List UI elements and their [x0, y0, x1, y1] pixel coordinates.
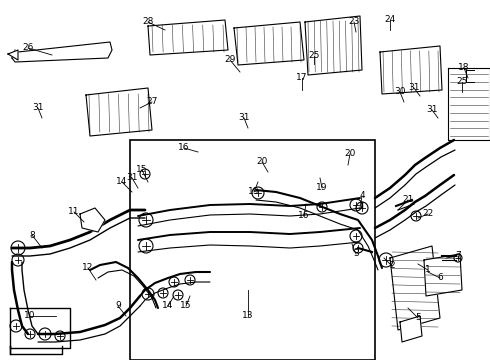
- Text: 27: 27: [147, 98, 158, 107]
- Polygon shape: [86, 88, 152, 136]
- Text: 18: 18: [458, 63, 470, 72]
- Text: 11: 11: [68, 207, 80, 216]
- Text: 15: 15: [180, 302, 192, 310]
- Text: 1: 1: [425, 266, 431, 274]
- Text: 31: 31: [408, 84, 420, 93]
- Text: 26: 26: [23, 44, 34, 53]
- Polygon shape: [8, 50, 18, 60]
- Polygon shape: [148, 20, 228, 55]
- Text: 31: 31: [238, 113, 250, 122]
- Text: 22: 22: [422, 210, 434, 219]
- Polygon shape: [305, 16, 362, 75]
- Text: 15: 15: [136, 166, 148, 175]
- Polygon shape: [12, 42, 112, 62]
- Text: 19: 19: [316, 184, 328, 193]
- Polygon shape: [448, 68, 490, 140]
- Text: 14: 14: [116, 177, 128, 186]
- Text: 3: 3: [353, 249, 359, 258]
- Text: 20: 20: [256, 158, 268, 166]
- Text: 31: 31: [426, 105, 438, 114]
- Text: 16: 16: [178, 144, 190, 153]
- Text: 8: 8: [29, 230, 35, 239]
- Polygon shape: [424, 254, 462, 296]
- Text: 23: 23: [348, 18, 360, 27]
- Text: 19: 19: [248, 188, 260, 197]
- Text: 9: 9: [115, 302, 121, 310]
- Polygon shape: [400, 316, 422, 342]
- Text: 14: 14: [162, 302, 173, 310]
- Text: 31: 31: [32, 104, 44, 112]
- Text: 28: 28: [142, 18, 154, 27]
- Text: 13: 13: [242, 311, 254, 320]
- Polygon shape: [234, 22, 304, 65]
- Text: 10: 10: [24, 311, 36, 320]
- Text: 30: 30: [394, 87, 406, 96]
- Polygon shape: [380, 46, 442, 94]
- Text: 21: 21: [402, 195, 414, 204]
- Text: 25: 25: [308, 51, 319, 60]
- Text: 16: 16: [298, 211, 310, 220]
- Text: 20: 20: [344, 149, 356, 158]
- Text: 31: 31: [126, 174, 138, 183]
- Polygon shape: [390, 246, 440, 330]
- Text: 29: 29: [224, 55, 236, 64]
- Bar: [130, 140, 375, 360]
- Text: 7: 7: [455, 252, 461, 261]
- Text: 5: 5: [415, 314, 421, 323]
- Text: 6: 6: [437, 274, 443, 283]
- Text: 24: 24: [384, 15, 395, 24]
- Text: 17: 17: [296, 73, 308, 82]
- Text: 4: 4: [359, 192, 365, 201]
- Text: 25: 25: [456, 77, 467, 86]
- Polygon shape: [80, 208, 105, 232]
- Text: 2: 2: [389, 261, 395, 270]
- Text: 12: 12: [82, 264, 94, 273]
